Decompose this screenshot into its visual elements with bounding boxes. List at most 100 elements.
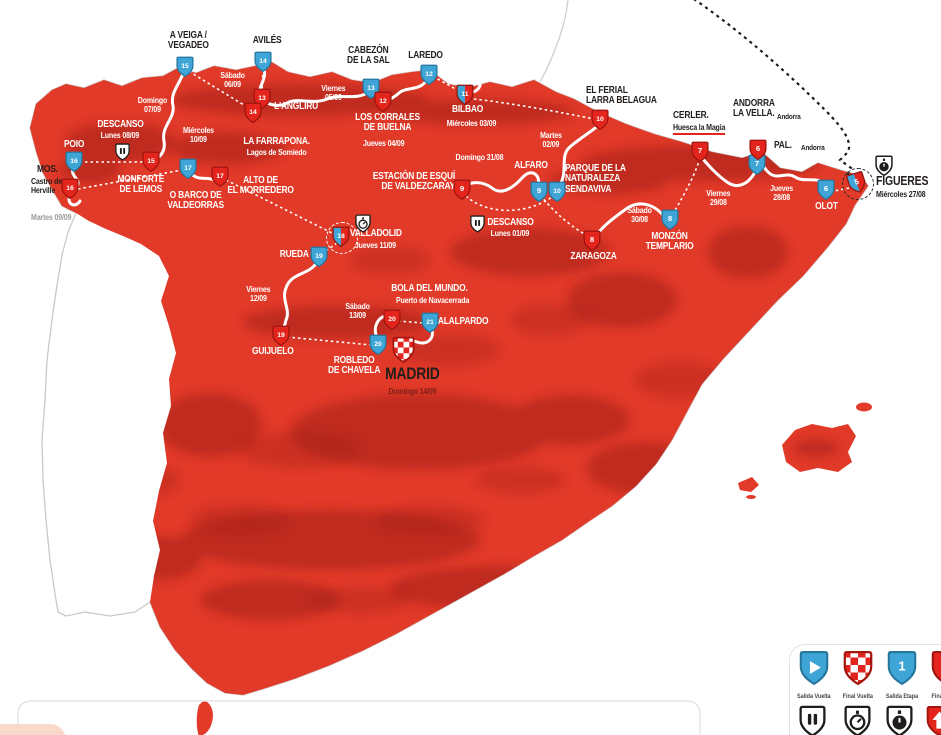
stage-8-start-marker[interactable]: 8 <box>661 209 679 231</box>
date-label-mos: Martes 09/09 <box>31 212 72 222</box>
svg-text:13: 13 <box>367 85 375 92</box>
summit-finish-icon <box>926 705 941 735</box>
svg-text:21: 21 <box>426 319 434 326</box>
date-label-sendaviva: Martes 02/09 <box>540 130 562 149</box>
date-label-valladolid: Jueves 11/09 <box>354 240 396 250</box>
town-label-rueda: RUEDA <box>279 249 309 260</box>
svg-text:6: 6 <box>824 184 829 193</box>
stage-7-start-marker[interactable]: 7 <box>748 154 766 176</box>
svg-text:15: 15 <box>147 158 155 165</box>
stage-16-start-marker[interactable]: 16 <box>65 151 83 173</box>
date-label-descanso-1: Lunes 08/09 <box>100 130 140 140</box>
stage-16-finish-marker[interactable]: 16 <box>61 178 79 200</box>
date-label-rueda: Viernes 12/09 <box>245 284 271 303</box>
town-label-cabezon-de-la-sal: CABEZÓN DE LA SAL <box>346 45 390 67</box>
legend-label: Final Vuelta <box>842 693 874 700</box>
stage-5-start-finish-marker[interactable]: 5 <box>845 170 869 196</box>
svg-text:14: 14 <box>259 58 267 65</box>
town-label-robledo-de-chavela: ROBLEDO DE CHAVELA <box>327 355 381 377</box>
town-label-los-corrales-de-buelna: LOS CORRALES DE BUELNA <box>355 112 421 134</box>
town-label-monzon-templario: MONZÓN TEMPLARIO <box>646 231 694 253</box>
south-tip <box>196 700 213 735</box>
stage-19-start-marker[interactable]: 19 <box>310 246 328 268</box>
team-time-trial-icon <box>875 155 893 182</box>
town-label-figueres: FIGUERES <box>876 174 929 188</box>
svg-text:1: 1 <box>898 658 905 673</box>
stage-14-finish-marker[interactable]: 14 <box>244 102 262 124</box>
town-label-monforte-de-lemos: MONFORTE DE LEMOS <box>117 174 165 196</box>
svg-text:20: 20 <box>374 341 382 348</box>
stage-6-finish-marker[interactable]: 6 <box>749 139 767 161</box>
stage-18-start-finish-marker[interactable]: 18 <box>332 226 350 248</box>
town-label-valdezcaray: ESTACIÓN DE ESQUÍ DE VALDEZCARAY <box>372 171 456 193</box>
stage-21-start-marker[interactable]: 21 <box>421 312 439 334</box>
stage-10-finish-marker[interactable]: 10 <box>591 109 609 131</box>
svg-text:15: 15 <box>181 63 189 70</box>
stage-12-start-marker[interactable]: 12 <box>420 64 438 86</box>
town-label-huesca-la-magia: Huesca la Magia <box>673 123 735 135</box>
svg-text:10: 10 <box>596 116 604 123</box>
stage-19-finish-marker[interactable]: 19 <box>272 325 290 347</box>
svg-text:17: 17 <box>216 173 224 180</box>
svg-text:19: 19 <box>315 253 323 260</box>
town-label-a-veiga-vegadeo: A VEIGA / VEGADEO <box>167 30 209 52</box>
date-label-bilbao: Miércoles 03/09 <box>446 118 496 128</box>
svg-text:7: 7 <box>698 146 702 155</box>
checker-shield-icon <box>843 650 873 691</box>
stage-17-finish-marker[interactable]: 17 <box>211 166 229 188</box>
svg-text:12: 12 <box>425 71 433 78</box>
stage-9-start-marker[interactable]: 9 <box>530 181 548 203</box>
svg-text:6: 6 <box>756 144 761 153</box>
svg-text:14: 14 <box>249 109 257 116</box>
date-label-cabezon: Viernes 05/09 <box>320 83 346 102</box>
stage-start-shield-icon: 1 <box>887 650 917 691</box>
svg-text:11: 11 <box>461 91 468 98</box>
date-label-robledo: Sábado 13/09 <box>345 301 371 320</box>
svg-text:9: 9 <box>460 184 464 193</box>
team-time-trial-icon <box>886 705 913 735</box>
town-label-mos: MOS. <box>37 164 58 175</box>
stage-15-finish-marker[interactable]: 15 <box>142 151 160 173</box>
date-label-olot: Jueves 28/08 <box>770 183 794 202</box>
town-label-o-barco-de-valdeorras: O BARCO DE VALDEORRAS <box>167 190 225 212</box>
svg-text:7: 7 <box>755 159 759 168</box>
town-label-alto-de-el-morredero: ALTO DE EL MORREDERO <box>227 175 295 197</box>
partial-pink-button[interactable] <box>0 724 66 735</box>
town-label-valladolid: VALLADOLID <box>350 228 402 239</box>
town-label-alalpardo: ALALPARDO <box>437 316 489 327</box>
town-label-cerler: CERLER. <box>673 110 709 121</box>
svg-text:18: 18 <box>337 233 345 240</box>
date-label-monzon: Sábado 30/08 <box>627 205 653 224</box>
svg-text:8: 8 <box>668 214 673 223</box>
stage-17-start-marker[interactable]: 17 <box>179 158 197 180</box>
date-label-o-barco: Miércoles 10/09 <box>182 125 214 144</box>
stage-12-finish-marker[interactable]: 12 <box>374 91 392 113</box>
stage-9-finish-marker[interactable]: 9 <box>453 179 471 201</box>
stage-10-start-marker[interactable]: 10 <box>548 181 566 203</box>
town-label-mos-sub: Castro de Herville <box>31 176 62 195</box>
town-label-aviles: AVILÉS <box>252 35 282 46</box>
stage-8-finish-marker[interactable]: 8 <box>583 230 601 252</box>
town-label-guijuelo: GUIJUELO <box>252 346 294 357</box>
legend-item-salida-etapa: 1 Salida Etapa <box>880 650 924 700</box>
play-shield-icon <box>799 650 829 691</box>
stage-6-start-marker[interactable]: 6 <box>817 179 835 201</box>
svg-text:19: 19 <box>277 332 285 339</box>
stage-14-start-marker[interactable]: 14 <box>254 51 272 73</box>
date-label-cerler: Viernes 29/08 <box>705 188 731 207</box>
stage-15-start-marker[interactable]: 15 <box>176 56 194 78</box>
date-label-figueres: Miércoles 27/08 <box>876 189 926 199</box>
date-label-vegadeo: Domingo 07/09 <box>137 95 167 114</box>
legend-item-final-etapa: 1 Final Etapa <box>924 650 941 700</box>
stage-20-start-marker[interactable]: 20 <box>369 334 387 356</box>
stage-7-finish-marker[interactable]: 7 <box>691 141 709 163</box>
town-label-pal: PAL. <box>774 140 792 151</box>
town-label-olot: OLOT <box>814 201 838 212</box>
transfer-dash-international <box>693 0 853 177</box>
stage-11-start-finish-marker[interactable]: 11 <box>456 84 474 106</box>
town-label-andorra-la-vella: ANDORRA LA VELLA. <box>733 98 775 120</box>
legend-item-salida-vuelta: Salida Vuelta <box>792 650 836 700</box>
stage-20-finish-marker[interactable]: 20 <box>383 309 401 331</box>
